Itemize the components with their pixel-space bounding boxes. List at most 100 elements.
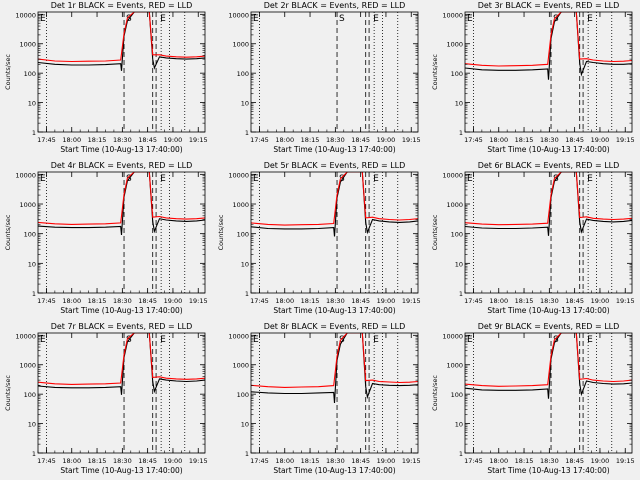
interval-marker-letter: E <box>587 174 593 184</box>
y-tick-label: 1000 <box>19 201 36 209</box>
x-axis-label: Start Time (10-Aug-13 17:40:00) <box>60 145 182 154</box>
y-tick-label: 1000 <box>446 201 463 209</box>
panel-3: Det 3r BLACK = Events, RED = LLD Start Ti… <box>431 1 635 154</box>
events-series-line <box>251 333 418 404</box>
y-tick-label: 1 <box>32 450 36 458</box>
lld-series-line <box>465 172 632 226</box>
y-axis-label: Counts/sec <box>431 214 439 250</box>
lld-series-line <box>38 333 205 385</box>
y-tick-label: 1 <box>32 290 36 298</box>
plot-frame <box>250 11 419 133</box>
x-tick-label: 17:45 <box>37 297 56 305</box>
interval-marker-letter: E <box>373 335 379 345</box>
x-tick-label: 18:15 <box>88 297 107 305</box>
panel-title: Det 5r BLACK = Events, RED = LLD <box>264 161 406 170</box>
y-axis-label: Counts/sec <box>217 214 225 250</box>
x-tick-label: 18:15 <box>301 136 320 144</box>
x-axis-label: Start Time (10-Aug-13 17:40:00) <box>487 145 609 154</box>
plot-frame <box>250 332 419 454</box>
y-tick-label: 10000 <box>228 11 249 19</box>
y-tick-label: 10 <box>455 100 463 108</box>
x-tick-label: 19:15 <box>402 297 421 305</box>
y-tick-label: 1000 <box>232 41 249 49</box>
y-tick-label: 100 <box>24 391 36 399</box>
x-tick-label: 17:45 <box>250 457 269 465</box>
panel-title: Det 4r BLACK = Events, RED = LLD <box>51 161 193 170</box>
y-tick-label: 10 <box>455 421 463 429</box>
y-tick-label: 1000 <box>19 362 36 370</box>
panel-5: Det 5r BLACK = Events, RED = LLD Start Ti… <box>217 161 421 315</box>
x-tick-label: 17:45 <box>250 136 269 144</box>
y-tick-label: 100 <box>237 391 249 399</box>
panel-title: Det 8r BLACK = Events, RED = LLD <box>264 322 406 331</box>
y-tick-label: 100 <box>451 70 463 78</box>
x-tick-label: 18:45 <box>351 136 370 144</box>
y-tick-label: 10 <box>455 260 463 268</box>
x-tick-label: 18:45 <box>351 297 370 305</box>
x-tick-label: 19:15 <box>616 457 635 465</box>
y-tick-label: 1 <box>459 450 463 458</box>
y-tick-label: 1 <box>245 129 249 137</box>
x-tick-label: 18:15 <box>301 297 320 305</box>
panel-title: Det 7r BLACK = Events, RED = LLD <box>51 322 193 331</box>
x-tick-label: 19:00 <box>377 297 396 305</box>
interval-marker-letter: E <box>467 174 473 184</box>
interval-marker-letter: E <box>40 14 46 24</box>
y-axis-label: Counts/sec <box>4 214 12 250</box>
x-tick-label: 17:45 <box>464 297 483 305</box>
x-tick-label: 18:30 <box>113 297 132 305</box>
x-tick-label: 18:00 <box>489 136 508 144</box>
interval-marker-letter: E <box>253 335 259 345</box>
x-tick-label: 19:15 <box>189 297 208 305</box>
interval-marker-letter: E <box>160 174 166 184</box>
interval-marker-letter: E <box>587 14 593 24</box>
events-series-line <box>465 172 632 236</box>
x-tick-label: 19:00 <box>164 457 183 465</box>
interval-marker-letter: E <box>253 14 259 24</box>
plot-frame <box>250 171 419 294</box>
events-series-line <box>38 172 205 236</box>
y-axis-label: Counts/sec <box>4 375 12 411</box>
x-tick-label: 19:15 <box>189 457 208 465</box>
x-tick-label: 19:15 <box>616 136 635 144</box>
interval-marker-letter: S <box>339 14 345 24</box>
interval-marker-letter: E <box>467 14 473 24</box>
x-tick-label: 18:15 <box>88 457 107 465</box>
y-tick-label: 100 <box>237 231 249 239</box>
y-tick-label: 1 <box>245 290 249 298</box>
interval-marker-letter: S <box>339 335 345 345</box>
x-tick-label: 19:15 <box>402 136 421 144</box>
x-tick-label: 18:15 <box>301 457 320 465</box>
x-tick-label: 18:45 <box>565 457 584 465</box>
panel-6: Det 6r BLACK = Events, RED = LLD Start Ti… <box>431 161 635 315</box>
interval-marker-letter: E <box>160 14 166 24</box>
y-tick-label: 1 <box>32 129 36 137</box>
lld-series-line <box>465 12 632 67</box>
panel-9: Det 9r BLACK = Events, RED = LLD Start Ti… <box>431 322 635 475</box>
y-axis-label: Counts/sec <box>431 54 439 90</box>
x-tick-label: 18:45 <box>138 136 157 144</box>
panel-4: Det 4r BLACK = Events, RED = LLD Start Ti… <box>4 161 208 315</box>
y-tick-label: 10 <box>28 421 36 429</box>
y-tick-label: 100 <box>237 70 249 78</box>
y-tick-label: 10000 <box>228 332 249 340</box>
x-tick-label: 17:45 <box>464 457 483 465</box>
plot-frame <box>464 11 633 133</box>
x-tick-label: 18:15 <box>88 136 107 144</box>
x-tick-label: 18:45 <box>138 297 157 305</box>
y-tick-label: 10 <box>28 100 36 108</box>
x-tick-label: 18:30 <box>326 136 345 144</box>
y-tick-label: 10000 <box>15 171 36 179</box>
interval-marker-letter: E <box>467 335 473 345</box>
x-axis-label: Start Time (10-Aug-13 17:40:00) <box>273 306 395 315</box>
y-tick-label: 10000 <box>15 332 36 340</box>
x-tick-label: 18:30 <box>540 136 559 144</box>
x-axis-label: Start Time (10-Aug-13 17:40:00) <box>487 466 609 475</box>
events-series-line <box>251 172 418 237</box>
interval-marker-letter: E <box>40 174 46 184</box>
x-tick-label: 19:00 <box>164 136 183 144</box>
y-tick-label: 10000 <box>442 11 463 19</box>
y-tick-label: 1 <box>459 290 463 298</box>
panel-title: Det 3r BLACK = Events, RED = LLD <box>478 1 620 10</box>
